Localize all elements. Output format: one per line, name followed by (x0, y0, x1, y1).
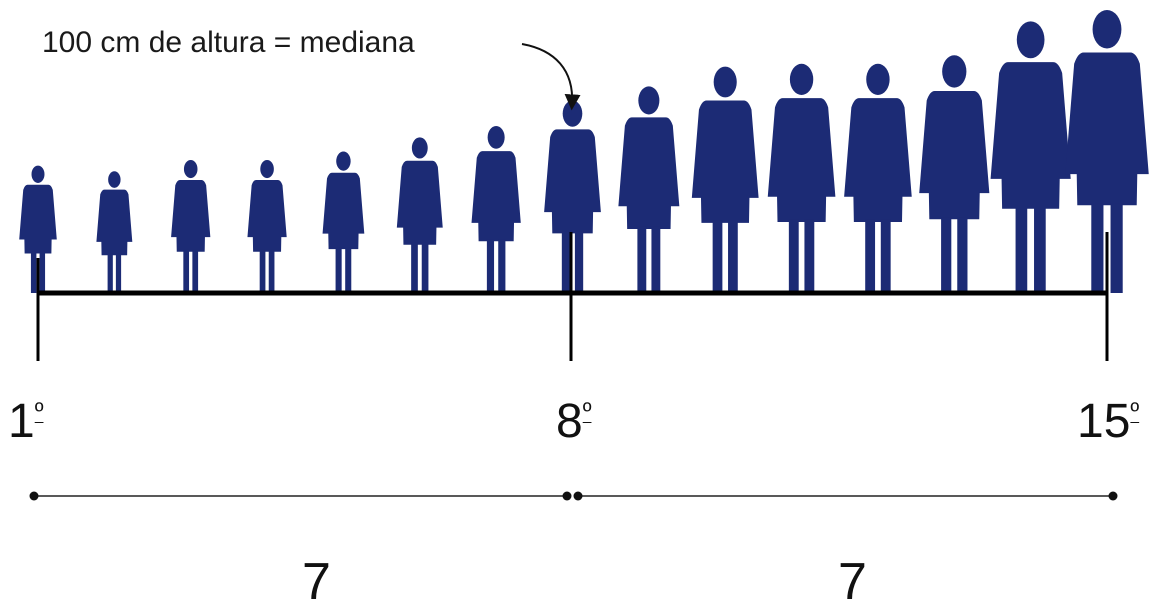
person-figure (618, 86, 680, 293)
person-leg-right (39, 251, 46, 293)
rank-label-last: 15º (1077, 398, 1139, 446)
person-figure (844, 63, 912, 293)
rank-suffix: º (582, 398, 592, 425)
person-figure (471, 126, 521, 293)
person-head (487, 126, 505, 149)
person-leg-right (192, 249, 199, 293)
person-head (411, 137, 428, 159)
annotation-arrow (521, 43, 581, 111)
person-torso (322, 172, 365, 250)
person-leg-left (411, 242, 418, 293)
person-leg-left (30, 251, 37, 293)
person-leg-left (1091, 203, 1104, 293)
person-leg-right (268, 249, 275, 293)
person-head (31, 165, 45, 183)
person-leg-right (421, 242, 429, 293)
figures-row (19, 10, 1149, 293)
person-leg-right (880, 219, 891, 293)
span-dot-median-right (573, 491, 583, 501)
person-figure (96, 171, 133, 293)
person-head (942, 55, 967, 88)
rank-number: 8 (556, 395, 583, 448)
person-head (336, 151, 351, 171)
rank-number: 1 (8, 395, 35, 448)
person-leg-left (107, 253, 113, 293)
person-leg-right (115, 253, 122, 293)
person-leg-left (561, 231, 571, 293)
person-figure (990, 21, 1071, 293)
person-leg-right (957, 217, 968, 293)
person-figure (767, 63, 836, 293)
person-torso (396, 160, 443, 245)
person-leg-right (498, 239, 506, 293)
person-figure (1065, 10, 1149, 293)
person-leg-left (335, 247, 342, 293)
person-torso (618, 117, 680, 229)
person-torso (471, 151, 521, 242)
person-head (108, 171, 121, 188)
person-torso (247, 179, 287, 252)
person-figure (247, 159, 287, 293)
person-leg-right (804, 219, 815, 293)
person-leg-left (1015, 206, 1028, 293)
rank-suffix: º (34, 398, 44, 425)
person-leg-right (1110, 203, 1123, 293)
person-torso (544, 129, 601, 234)
person-head (789, 63, 814, 95)
person-figure (19, 165, 57, 293)
person-head (260, 159, 274, 179)
person-leg-left (788, 219, 799, 293)
person-leg-left (183, 249, 190, 293)
person-torso (990, 62, 1071, 209)
count-above-median: 7 (838, 553, 867, 611)
person-figure (171, 159, 211, 293)
person-torso (19, 184, 57, 254)
median-annotation: 100 cm de altura = mediana (42, 26, 415, 59)
person-torso (844, 98, 912, 222)
count-below-median: 7 (302, 553, 331, 611)
person-head (562, 100, 583, 127)
person-leg-right (1034, 206, 1046, 293)
person-leg-right (345, 247, 352, 293)
person-head (713, 66, 737, 98)
span-dot-end (1108, 491, 1118, 501)
person-head (1092, 10, 1122, 49)
rank-label-first: 1º (8, 398, 43, 446)
person-head (638, 86, 660, 115)
person-leg-right (728, 220, 738, 293)
person-torso (919, 90, 990, 220)
span-dot-median-left (562, 491, 572, 501)
person-figure (322, 151, 365, 293)
person-figure (691, 66, 759, 293)
person-leg-left (712, 220, 723, 293)
person-leg-right (651, 226, 661, 293)
person-leg-left (865, 219, 876, 293)
person-leg-left (486, 239, 495, 293)
person-torso (1065, 52, 1149, 206)
rank-number: 15 (1077, 395, 1131, 448)
person-torso (767, 98, 836, 222)
person-figure (919, 55, 990, 293)
person-head (1016, 21, 1045, 59)
person-torso (96, 189, 133, 256)
rank-label-median: 8º (556, 398, 591, 446)
person-head (866, 63, 890, 95)
person-figure (396, 137, 443, 293)
person-torso (171, 179, 211, 252)
person-head (183, 159, 198, 179)
person-leg-left (637, 226, 647, 293)
rank-suffix: º (1130, 398, 1140, 425)
span-dot-start (29, 491, 39, 501)
person-leg-left (259, 249, 266, 293)
person-leg-right (574, 231, 584, 293)
person-leg-left (941, 217, 952, 293)
person-torso (691, 100, 759, 223)
